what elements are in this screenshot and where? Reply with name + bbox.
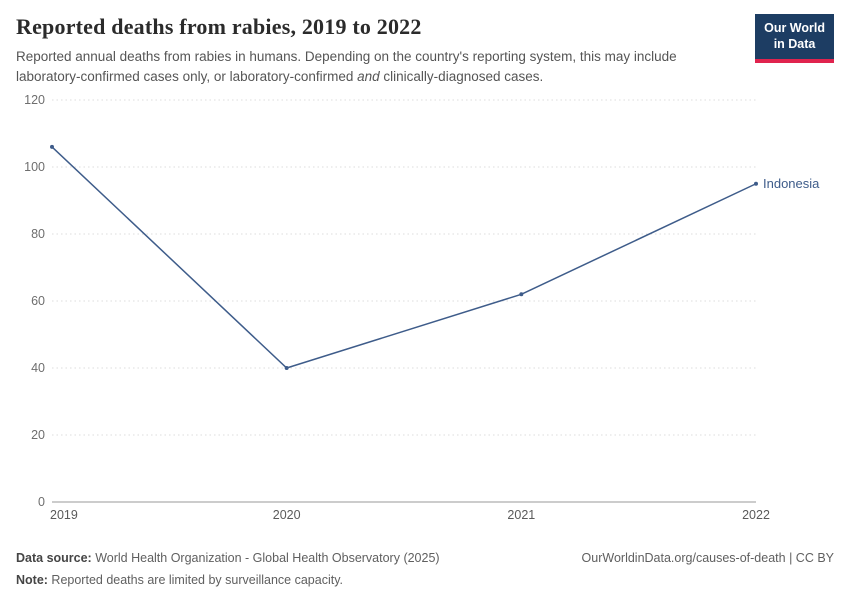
- chart-header: Reported deaths from rabies, 2019 to 202…: [16, 14, 834, 86]
- x-tick-label: 2022: [742, 508, 770, 522]
- page-title: Reported deaths from rabies, 2019 to 202…: [16, 14, 422, 39]
- y-tick-label: 80: [31, 227, 45, 241]
- x-tick-label: 2021: [507, 508, 535, 522]
- chart-note: Note: Reported deaths are limited by sur…: [16, 572, 834, 588]
- data-point[interactable]: [519, 292, 524, 297]
- x-tick-label: 2019: [50, 508, 78, 522]
- license-text: | CC BY: [785, 550, 834, 565]
- x-tick-label: 2020: [273, 508, 301, 522]
- footer-link[interactable]: OurWorldinData.org/causes-of-death | CC …: [582, 550, 834, 566]
- owid-url[interactable]: OurWorldinData.org/causes-of-death: [581, 550, 786, 565]
- y-tick-label: 20: [31, 428, 45, 442]
- y-tick-label: 100: [24, 160, 45, 174]
- logo-line-2: in Data: [773, 37, 816, 52]
- data-point[interactable]: [50, 145, 54, 150]
- subtitle-text-end: clinically-diagnosed cases.: [379, 68, 544, 84]
- line-chart-svg[interactable]: 0 20 40 60 80 100 120 2019 2020 2021 2022 Indonesia: [16, 90, 834, 528]
- y-tick-label: 0: [38, 495, 45, 509]
- y-tick-label: 60: [31, 294, 45, 308]
- subtitle-italic: and: [357, 68, 380, 84]
- chart-footer: Data source: World Health Organization -…: [16, 550, 834, 589]
- subtitle-text: Reported annual deaths from rabies in hu…: [16, 49, 677, 84]
- logo-line-1: Our World: [764, 21, 825, 35]
- y-tick-label: 120: [24, 93, 45, 107]
- line-chart[interactable]: 0 20 40 60 80 100 120 2019 2020 2021 2022 Indonesia: [16, 90, 834, 549]
- note-label: Note:: [16, 572, 48, 587]
- header-text: Reported deaths from rabies, 2019 to 202…: [16, 14, 743, 86]
- data-source-line: Data source: World Health Organization -…: [16, 550, 440, 566]
- series-end-label[interactable]: Indonesia: [763, 176, 820, 191]
- owid-logo[interactable]: Our World in Data: [755, 14, 834, 63]
- data-source-label: Data source:: [16, 550, 92, 565]
- logo-accent-bar: [755, 58, 834, 63]
- data-source-text: World Health Organization - Global Healt…: [91, 550, 440, 565]
- data-point[interactable]: [754, 181, 758, 186]
- chart-subtitle: Reported annual deaths from rabies in hu…: [16, 47, 743, 86]
- series-line[interactable]: [51, 146, 757, 369]
- data-point[interactable]: [284, 366, 289, 371]
- note-text: Reported deaths are limited by surveilla…: [47, 572, 344, 587]
- y-tick-label: 40: [31, 361, 45, 375]
